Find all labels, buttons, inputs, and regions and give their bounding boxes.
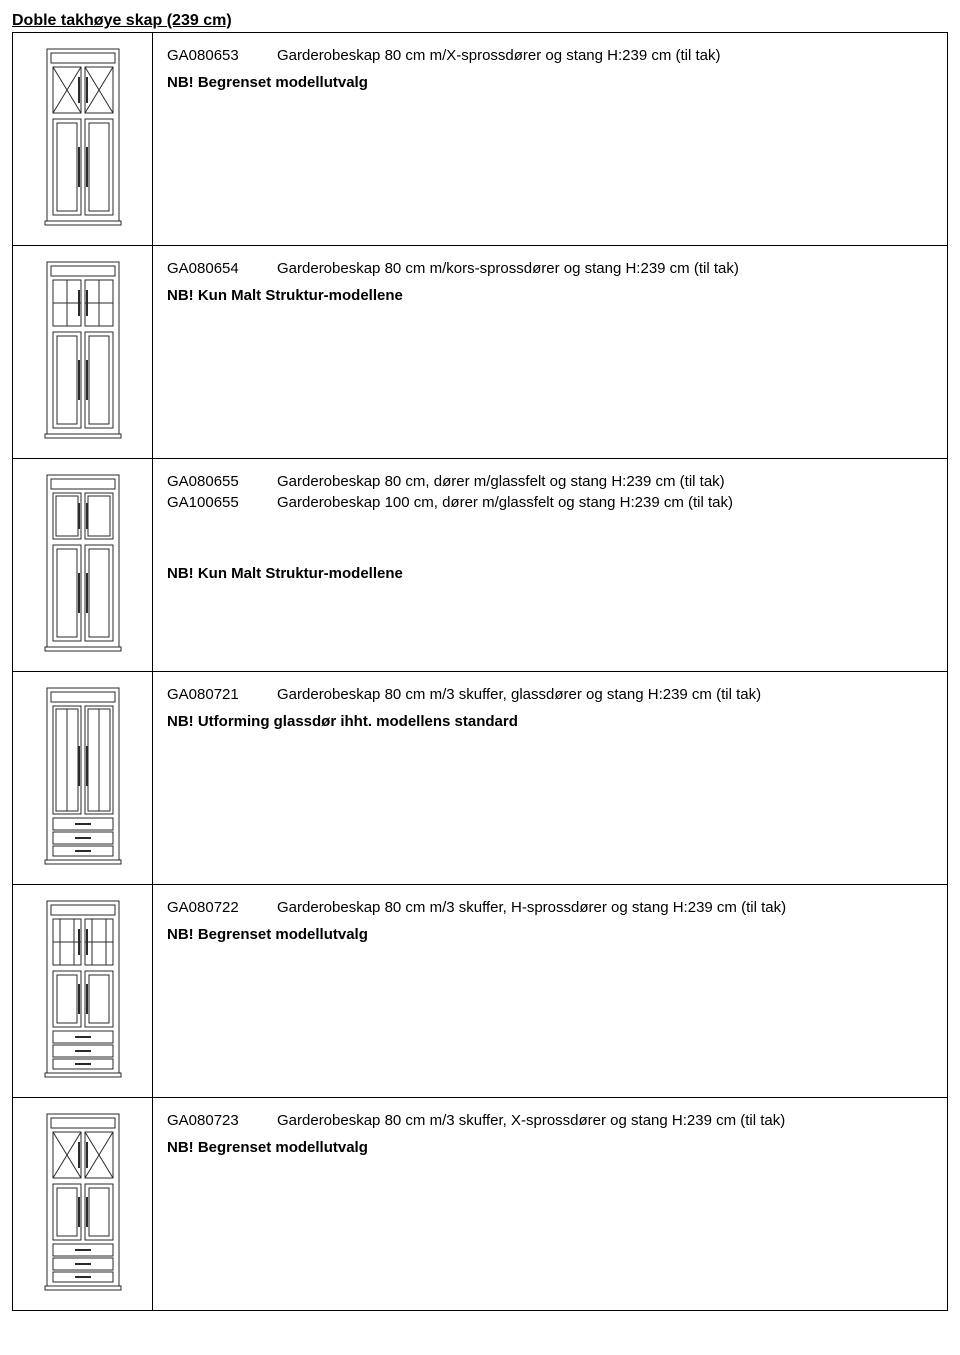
product-note: NB! Kun Malt Struktur-modellene (167, 565, 933, 582)
product-desc: Garderobeskap 80 cm m/kors-sprossdører o… (277, 260, 739, 277)
product-desc-cell: GA080722 Garderobeskap 80 cm m/3 skuffer… (153, 885, 948, 1098)
product-note: NB! Begrenset modellutvalg (167, 74, 933, 91)
product-desc: Garderobeskap 80 cm m/X-sprossdører og s… (277, 47, 721, 64)
product-image-cell (13, 33, 153, 246)
product-note: NB! Begrenset modellutvalg (167, 1139, 933, 1156)
section-title: Doble takhøye skap (239 cm) (12, 12, 948, 30)
product-desc: Garderobeskap 80 cm m/3 skuffer, X-spros… (277, 1112, 785, 1129)
cabinet-icon (43, 260, 123, 440)
table-row: GA080722 Garderobeskap 80 cm m/3 skuffer… (13, 885, 948, 1098)
product-code: GA080655 (167, 473, 259, 490)
product-image-cell (13, 1098, 153, 1311)
product-code: GA080722 (167, 899, 259, 916)
product-table: GA080653 Garderobeskap 80 cm m/X-sprossd… (12, 32, 948, 1311)
product-desc-cell: GA080721 Garderobeskap 80 cm m/3 skuffer… (153, 672, 948, 885)
product-image-cell (13, 885, 153, 1098)
cabinet-icon (43, 1112, 123, 1292)
table-row: GA080655 Garderobeskap 80 cm, dører m/gl… (13, 459, 948, 672)
table-row: GA080654 Garderobeskap 80 cm m/kors-spro… (13, 246, 948, 459)
product-desc: Garderobeskap 100 cm, dører m/glassfelt … (277, 494, 733, 511)
cabinet-icon (43, 899, 123, 1079)
table-row: GA080653 Garderobeskap 80 cm m/X-sprossd… (13, 33, 948, 246)
product-code: GA080654 (167, 260, 259, 277)
product-desc-cell: GA080653 Garderobeskap 80 cm m/X-sprossd… (153, 33, 948, 246)
product-note: NB! Utforming glassdør ihht. modellens s… (167, 713, 933, 730)
product-desc: Garderobeskap 80 cm m/3 skuffer, glassdø… (277, 686, 761, 703)
product-desc-cell: GA080655 Garderobeskap 80 cm, dører m/gl… (153, 459, 948, 672)
product-desc: Garderobeskap 80 cm m/3 skuffer, H-spros… (277, 899, 786, 916)
product-note: NB! Kun Malt Struktur-modellene (167, 287, 933, 304)
cabinet-icon (43, 47, 123, 227)
product-desc-cell: GA080654 Garderobeskap 80 cm m/kors-spro… (153, 246, 948, 459)
product-image-cell (13, 246, 153, 459)
cabinet-icon (43, 686, 123, 866)
product-image-cell (13, 672, 153, 885)
product-note: NB! Begrenset modellutvalg (167, 926, 933, 943)
table-row: GA080721 Garderobeskap 80 cm m/3 skuffer… (13, 672, 948, 885)
product-image-cell (13, 459, 153, 672)
product-code: GA080721 (167, 686, 259, 703)
product-code: GA080723 (167, 1112, 259, 1129)
product-code: GA100655 (167, 494, 259, 511)
product-desc: Garderobeskap 80 cm, dører m/glassfelt o… (277, 473, 725, 490)
product-desc-cell: GA080723 Garderobeskap 80 cm m/3 skuffer… (153, 1098, 948, 1311)
cabinet-icon (43, 473, 123, 653)
table-row: GA080723 Garderobeskap 80 cm m/3 skuffer… (13, 1098, 948, 1311)
product-code: GA080653 (167, 47, 259, 64)
